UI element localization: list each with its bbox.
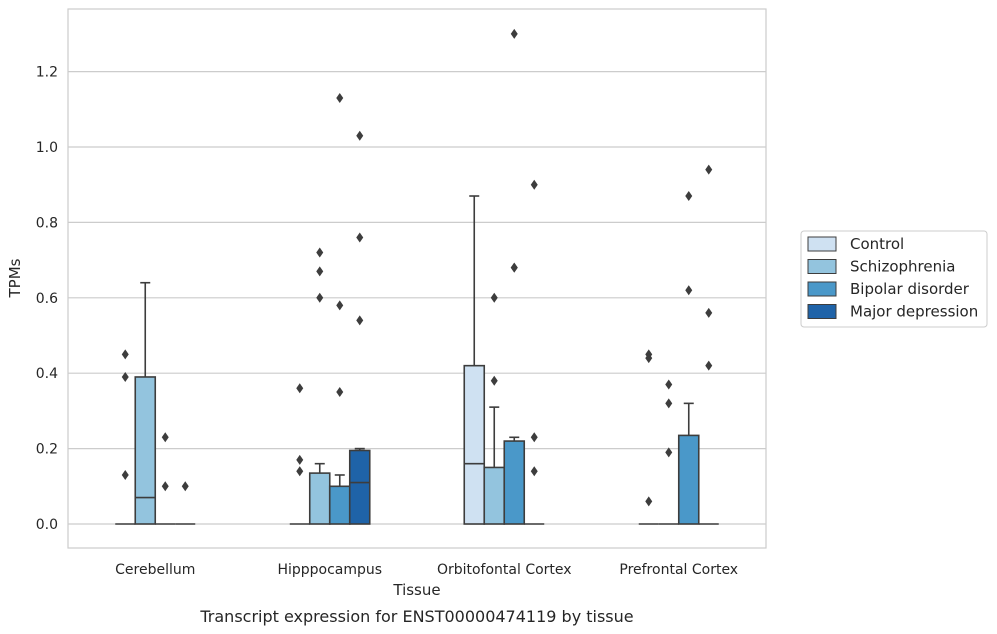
legend-label: Control xyxy=(850,235,904,253)
outlier-point xyxy=(705,164,713,175)
outlier-point xyxy=(490,292,498,303)
box-body xyxy=(348,449,371,525)
outlier-point xyxy=(510,28,518,39)
outlier-points xyxy=(121,28,713,507)
y-tick-label: 0.4 xyxy=(36,366,58,382)
outlier-point xyxy=(510,262,518,273)
outlier-point xyxy=(161,481,169,492)
outlier-point xyxy=(336,300,344,311)
outlier-point xyxy=(530,466,538,477)
legend: Control Schizophrenia Bipolar disorder Majo… xyxy=(800,230,988,328)
box-1-3 xyxy=(348,447,371,525)
outlier-point xyxy=(336,387,344,398)
y-tick-label: 0.6 xyxy=(36,291,58,307)
outlier-point xyxy=(336,92,344,103)
outlier-point xyxy=(316,266,324,277)
box-body xyxy=(483,466,506,525)
legend-swatch xyxy=(807,259,837,274)
box-2-1 xyxy=(483,406,506,525)
outlier-point xyxy=(296,466,304,477)
box-body xyxy=(328,485,351,525)
y-tick-labels: 0.0 0.2 0.4 0.6 0.8 1.0 1.2 xyxy=(36,65,58,533)
box-body xyxy=(503,440,526,525)
x-tick-label: Cerebellum xyxy=(115,562,195,578)
x-tick-label: Orbitofontal Cortex xyxy=(437,562,572,578)
y-tick-label: 1.0 xyxy=(36,140,58,156)
box-1-1 xyxy=(308,462,331,525)
outlier-point xyxy=(665,379,673,390)
y-tick-label: 0.8 xyxy=(36,215,58,231)
legend-label: Major depression xyxy=(850,303,978,321)
y-axis-label: TPMs xyxy=(6,258,24,298)
box-2-2 xyxy=(503,436,526,525)
x-tick-label: Prefrontal Cortex xyxy=(619,562,738,578)
legend-swatch xyxy=(807,281,837,297)
y-tick-label: 0.0 xyxy=(36,517,58,533)
box-body xyxy=(677,434,700,525)
outlier-point xyxy=(356,130,364,141)
outlier-point xyxy=(685,285,693,296)
outlier-point xyxy=(121,469,129,480)
outlier-point xyxy=(490,375,498,386)
outlier-point xyxy=(296,383,304,394)
y-tick-label: 1.2 xyxy=(36,65,58,81)
outlier-point xyxy=(161,432,169,443)
outlier-point xyxy=(645,353,653,364)
chart-caption: Transcript expression for ENST0000047411… xyxy=(199,607,633,626)
outlier-point xyxy=(316,247,324,258)
outlier-point xyxy=(296,454,304,465)
outlier-point xyxy=(685,191,693,202)
box-body xyxy=(463,364,486,525)
legend-label: Schizophrenia xyxy=(850,258,955,276)
box-body xyxy=(134,376,157,525)
legend-swatch xyxy=(807,236,837,252)
legend-frame xyxy=(800,230,988,328)
legend-label: Bipolar disorder xyxy=(850,280,970,298)
box-0-1 xyxy=(134,281,157,525)
outlier-point xyxy=(316,292,324,303)
plot-area xyxy=(67,8,767,549)
legend-swatch xyxy=(807,304,837,319)
outlier-point xyxy=(645,496,653,507)
x-axis-label: Tissue xyxy=(392,581,440,599)
outlier-point xyxy=(530,432,538,443)
x-tick-labels: Cerebellum Hipppocampus Orbitofontal Corte… xyxy=(115,562,738,578)
boxes xyxy=(115,195,719,525)
y-tick-label: 0.2 xyxy=(36,442,58,458)
outlier-point xyxy=(705,307,713,318)
grid-lines xyxy=(68,70,766,525)
outlier-point xyxy=(665,447,673,458)
outlier-point xyxy=(705,360,713,371)
box-1-2 xyxy=(328,474,351,525)
box-3-2 xyxy=(677,402,700,525)
outlier-point xyxy=(181,481,189,492)
outlier-point xyxy=(356,315,364,326)
outlier-point xyxy=(530,179,538,190)
box-body xyxy=(308,472,331,525)
x-tick-label: Hipppocampus xyxy=(277,562,382,578)
box-2-0 xyxy=(463,195,486,525)
outlier-point xyxy=(356,232,364,243)
outlier-point xyxy=(121,371,129,382)
outlier-point xyxy=(121,349,129,360)
outlier-point xyxy=(665,398,673,409)
